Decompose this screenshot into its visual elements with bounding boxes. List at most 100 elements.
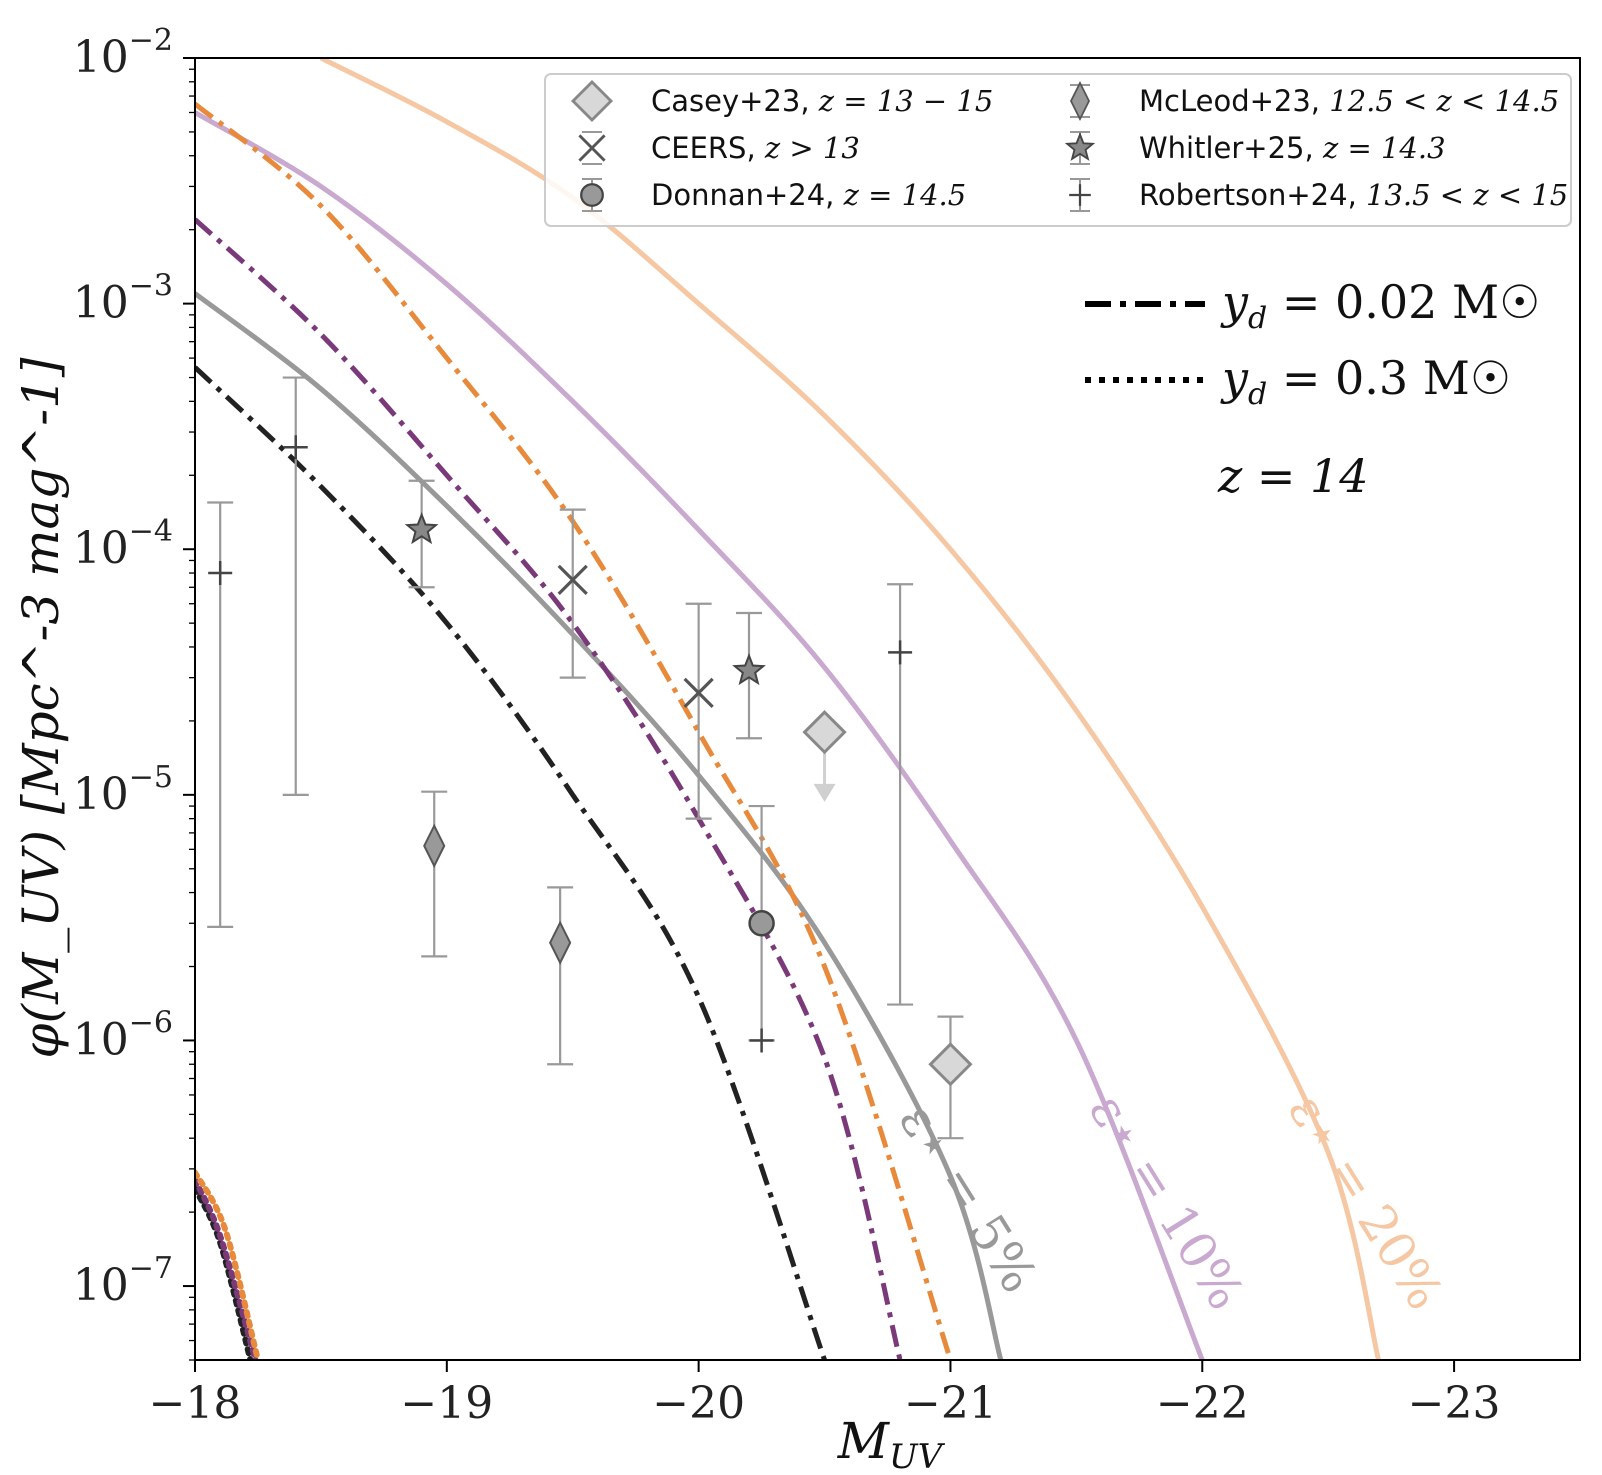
star-marker (732, 653, 766, 686)
legend-plus-marker (1069, 184, 1091, 206)
upper-limit-arrow (813, 783, 836, 802)
legend-name: Donnan+24, (651, 178, 844, 212)
plus-marker (208, 561, 233, 586)
y-tick-exponent: −2 (129, 23, 173, 58)
y-tick-exponent: −7 (129, 1251, 173, 1286)
legend-label: Donnan+24, z = 14.5 (651, 178, 966, 212)
legend-math: z > 13 (764, 131, 860, 165)
x-tick-label: −22 (1156, 1378, 1249, 1429)
y-tick-base: 10 (73, 1014, 129, 1065)
y-tick-label: 10−6 (73, 1005, 173, 1065)
label-y: y (1220, 351, 1249, 405)
label-rest: = 0.02 M☉ (1267, 275, 1540, 329)
y-tick-base: 10 (73, 32, 129, 83)
diamond-marker (802, 710, 847, 755)
thin-diamond-marker (549, 920, 572, 965)
legend-circle-marker (580, 183, 604, 207)
label-rest: = 0.3 M☉ (1267, 351, 1511, 405)
star-marker (404, 512, 439, 545)
curve-y-d-0-3-m-20 (195, 1169, 261, 1360)
x-axis-label: MUV (837, 1412, 946, 1475)
legend-label: Casey+23, z = 13 − 15 (651, 84, 993, 118)
x-tick-label: −23 (1408, 1378, 1501, 1429)
x-marker (683, 677, 714, 709)
datapoint-robertson-24-1 (282, 376, 309, 796)
thin-diamond-marker (423, 823, 446, 869)
plus-marker (888, 640, 913, 665)
star-marker (404, 512, 439, 545)
x-marker (578, 134, 606, 162)
legend-label: Whitler+25, z = 14.3 (1139, 131, 1446, 165)
y-tick-label: 10−7 (73, 1251, 173, 1311)
plus-marker (888, 640, 913, 665)
diamond-large-marker (928, 1042, 973, 1087)
plus-marker (283, 435, 308, 460)
x-tick-label: −21 (904, 1378, 997, 1429)
legend-item-ceers: CEERS, z > 13 (578, 131, 860, 165)
legend-item-casey-23: Casey+23, z = 13 − 15 (570, 79, 993, 123)
y-tick-label: 10−2 (73, 23, 173, 83)
legend-name: Casey+23, (651, 84, 819, 118)
legend-math: 12.5 < z < 14.5 (1329, 84, 1559, 118)
y-axis-label: φ(M_UV) [Mpc^-3 mag^-1] (12, 357, 70, 1058)
y-axis-ticks: 10−710−610−510−410−310−2 (73, 23, 195, 1361)
y-tick-base: 10 (73, 278, 129, 329)
datapoint-whitler-25-0 (404, 479, 439, 589)
datapoint-whitler-25-1 (732, 611, 766, 740)
legend-item-donnan-24: Donnan+24, z = 14.5 (580, 178, 966, 212)
plus-marker (283, 435, 308, 460)
legend-name: McLeod+23, (1139, 84, 1329, 118)
legend-label: CEERS, z > 13 (651, 131, 860, 165)
curve-y-d-0-02-m-5 (195, 365, 827, 1360)
y-tick-base: 10 (73, 1260, 129, 1311)
circle-marker (748, 910, 775, 937)
y-tick-exponent: −3 (129, 269, 173, 304)
y-tick-label: 10−5 (73, 760, 173, 820)
legend-label: Robertson+24, 13.5 < z < 15 (1139, 178, 1568, 212)
plot-background (195, 58, 1580, 1360)
legend-label: McLeod+23, 12.5 < z < 14.5 (1139, 84, 1559, 118)
datapoint-robertson-24-2 (748, 1028, 775, 1053)
x-axis-ticks: −18 −19 −20 −21 −22 −23 (149, 1360, 1501, 1429)
datapoint-casey-23-0 (802, 710, 847, 802)
datapoint-mcleod-23-1 (547, 886, 574, 1066)
x-marker (683, 677, 714, 709)
diamond-marker (928, 1042, 973, 1087)
legend-diamond-large-marker (570, 79, 614, 123)
y-tick-label: 10−4 (73, 514, 173, 574)
datapoint-robertson-24-3 (887, 583, 914, 1006)
legend-name: Robertson+24, (1139, 178, 1366, 212)
datapoint-mcleod-23-0 (421, 790, 448, 958)
legend-math: z = 13 − 15 (818, 84, 994, 118)
legend-box (544, 73, 1572, 227)
plus-marker (208, 561, 233, 586)
y-tick-base: 10 (73, 769, 129, 820)
datapoint-casey-23-1 (928, 1015, 973, 1140)
thin-diamond-marker (1069, 80, 1091, 122)
x-marker (557, 564, 588, 596)
legend: Casey+23, z = 13 − 15 CEERS, z > 13 Donnan… (544, 73, 1572, 227)
circle-marker (580, 183, 604, 207)
diamond-large-marker (802, 710, 847, 755)
style-legend-dotted: yd = 0.3 M☉ (1085, 351, 1511, 412)
thin-diamond-marker (549, 920, 572, 965)
curve-5 (195, 291, 1004, 1360)
circle-marker (748, 910, 775, 937)
style-legend-label: yd = 0.3 M☉ (1220, 351, 1511, 412)
curve-20 (319, 58, 1381, 1360)
legend-math: 13.5 < z < 15 (1366, 178, 1568, 212)
legend-item-whitler-25: Whitler+25, z = 14.3 (1064, 131, 1446, 165)
x-tick-label: −19 (400, 1378, 493, 1429)
style-legend-dashdot: yd = 0.02 M☉ (1085, 275, 1540, 336)
plus-marker (749, 1028, 774, 1053)
legend-math: z = 14.5 (843, 178, 967, 212)
curve-y-d-0-3-m-10 (195, 1177, 259, 1360)
label-y: y (1220, 275, 1249, 329)
line-style-legend: yd = 0.02 M☉ yd = 0.3 M☉ (1085, 275, 1540, 412)
plot-frame (194, 57, 1581, 1361)
x-tick-label: −20 (652, 1378, 745, 1429)
thin-diamond-marker (423, 823, 446, 869)
plus-marker (1069, 184, 1091, 206)
curve-y-d-0-3-m-5 (195, 1185, 254, 1360)
